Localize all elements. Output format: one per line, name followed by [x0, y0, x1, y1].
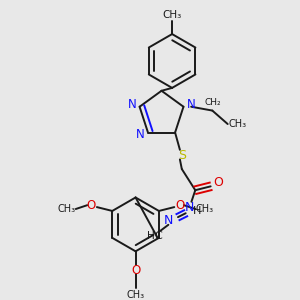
Text: CH₃: CH₃	[57, 204, 75, 214]
Text: H: H	[193, 206, 201, 216]
Text: N: N	[164, 214, 173, 227]
Text: S: S	[178, 149, 186, 162]
Text: N: N	[136, 128, 145, 141]
Text: N: N	[185, 201, 194, 214]
Text: CH₃: CH₃	[163, 10, 182, 20]
Text: CH₂: CH₂	[205, 98, 222, 107]
Text: H: H	[147, 231, 155, 241]
Text: CH₃: CH₃	[127, 290, 145, 300]
Text: C: C	[154, 231, 162, 241]
Text: O: O	[213, 176, 223, 189]
Text: O: O	[176, 199, 185, 212]
Text: N: N	[128, 98, 136, 111]
Text: CH₃: CH₃	[228, 119, 246, 129]
Text: CH₃: CH₃	[196, 204, 214, 214]
Text: O: O	[131, 264, 140, 277]
Text: N: N	[187, 98, 196, 111]
Text: O: O	[86, 199, 96, 212]
